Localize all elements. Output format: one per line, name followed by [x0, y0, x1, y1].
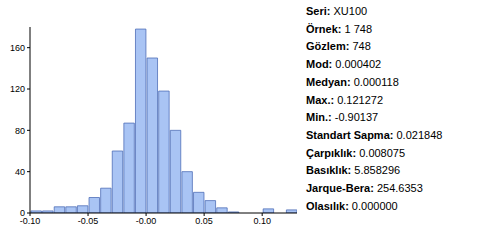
svg-text:-0.00: -0.00 — [136, 216, 157, 226]
html-text:Jarque-Bera: 254.6353: Jarque-Bera: 254.6353 — [306, 182, 423, 194]
html-text:Medyan: 0.000118: Medyan: 0.000118 — [306, 75, 399, 88]
html-text:Örnek: 1 748: Örnek: 1 748 — [306, 22, 373, 35]
svg-text:-0.10: -0.10 — [19, 216, 41, 227]
html-text:Gözlem: 748: Gözlem: 748 — [306, 40, 371, 53]
svg-text:40: 40 — [15, 167, 25, 177]
html-text:Mod: 0.000402: Mod: 0.000402 — [306, 58, 382, 71]
html-text:Min.: -0.90137: Min.: -0.90137 — [306, 111, 379, 124]
html-text:Basıklık: 5.858296: Basıklık: 5.858296 — [306, 164, 401, 177]
svg-text:-0.05: -0.05 — [78, 216, 99, 226]
svg-text:160: 160 — [10, 43, 25, 53]
svg-text:0: 0 — [20, 208, 25, 218]
html-text:Çarpıklık: 0.008075: Çarpıklık: 0.008075 — [306, 146, 406, 159]
svg-text:0.10: 0.10 — [253, 216, 271, 226]
svg-text:120: 120 — [10, 84, 25, 94]
svg-text:80: 80 — [15, 126, 25, 136]
html-text:Standart Sapma: 0.021848: Standart Sapma: 0.021848 — [306, 128, 443, 141]
html-text:Seri: XU100: Seri: XU100 — [306, 5, 368, 17]
svg-text:0.05: 0.05 — [195, 216, 213, 226]
html-text:Max.: 0.121272: Max.: 0.121272 — [306, 93, 384, 106]
html-text:Olasılık: 0.000000: Olasılık: 0.000000 — [306, 199, 398, 212]
